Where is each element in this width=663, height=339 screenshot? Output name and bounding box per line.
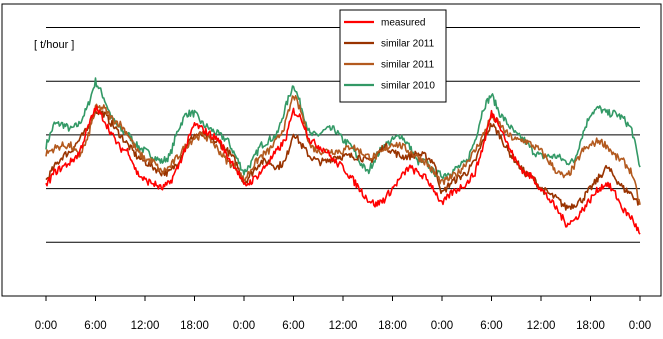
x-tick-label: 6:00	[282, 320, 304, 332]
x-tick-label: 18:00	[378, 320, 407, 332]
x-tick-label: 12:00	[329, 320, 358, 332]
x-tick-label: 18:00	[180, 320, 209, 332]
legend-label-2: similar 2011	[381, 39, 435, 50]
x-tick-label: 6:00	[84, 320, 106, 332]
legend-box	[339, 9, 447, 103]
x-tick-label: 12:00	[527, 320, 556, 332]
series-lines	[45, 77, 641, 235]
x-tick-label: 6:00	[480, 320, 502, 332]
series-line-4	[45, 77, 641, 180]
y-axis-unit-label: [ t/hour ]	[34, 39, 74, 51]
x-tick-label: 0:00	[431, 320, 453, 332]
x-tick-label: 0:00	[629, 320, 651, 332]
legend-label-3: similar 2011	[381, 60, 435, 71]
series-line-2	[45, 108, 641, 211]
legend-label-4: similar 2010	[381, 81, 435, 92]
x-axis-ticks: 0:00 6:00 12:00 18:00 0:00 6:00 12:00 18:00 0:00…	[35, 296, 651, 332]
x-tick-label: 0:00	[35, 320, 57, 332]
x-tick-label: 12:00	[131, 320, 160, 332]
legend: measured similar 2011 similar 2011 similar …	[339, 9, 447, 103]
series-line-1	[45, 105, 641, 235]
x-tick-label: 18:00	[576, 320, 605, 332]
series-line-3	[45, 95, 641, 205]
legend-label-1: measured	[381, 18, 425, 29]
x-tick-label: 0:00	[233, 320, 255, 332]
